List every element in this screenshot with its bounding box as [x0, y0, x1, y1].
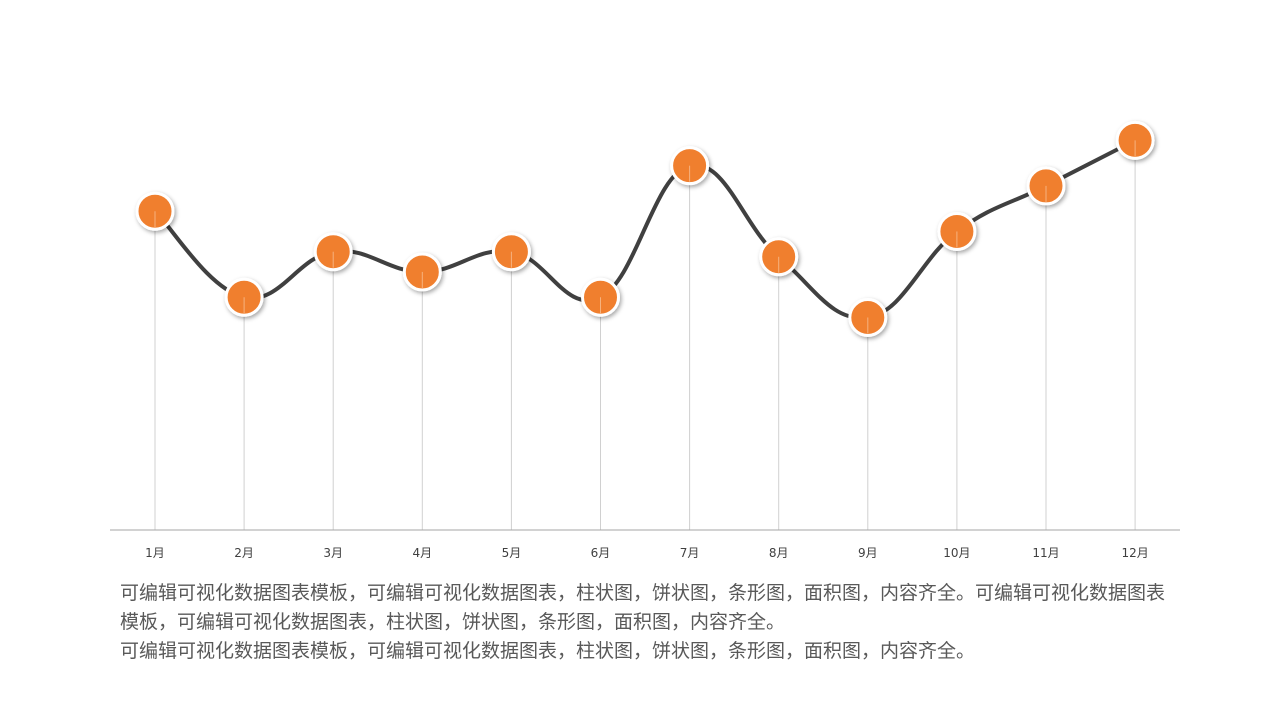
description-paragraph-1: 可编辑可视化数据图表模板，可编辑可视化数据图表，柱状图，饼状图，条形图，面积图，… [120, 582, 1166, 633]
line-chart: 1月 2月 3月 4月 5月 6月 7月 8月 9月 10月 11月 12月 [110, 120, 1180, 560]
data-markers [135, 120, 1155, 337]
series-line [153, 138, 1138, 320]
chart-description: 可编辑可视化数据图表模板，可编辑可视化数据图表，柱状图，饼状图，条形图，面积图，… [120, 579, 1180, 666]
x-tick-label: 6月 [591, 546, 611, 560]
x-tick-label: 5月 [502, 546, 522, 560]
x-tick-label: 1月 [145, 546, 165, 560]
description-paragraph-2: 可编辑可视化数据图表模板，可编辑可视化数据图表，柱状图，饼状图，条形图，面积图，… [120, 640, 976, 662]
drop-lines [154, 140, 1136, 530]
x-tick-label: 8月 [769, 546, 789, 560]
x-tick-label: 2月 [234, 546, 254, 560]
x-tick-label: 7月 [680, 546, 700, 560]
x-tick-label: 4月 [412, 546, 432, 560]
x-tick-label: 3月 [323, 546, 343, 560]
x-tick-label: 10月 [943, 546, 970, 560]
x-tick-label: 11月 [1032, 546, 1059, 560]
x-tick-label: 9月 [858, 546, 878, 560]
x-tick-labels: 1月 2月 3月 4月 5月 6月 7月 8月 9月 10月 11月 12月 [145, 546, 1149, 560]
x-tick-label: 12月 [1121, 546, 1148, 560]
